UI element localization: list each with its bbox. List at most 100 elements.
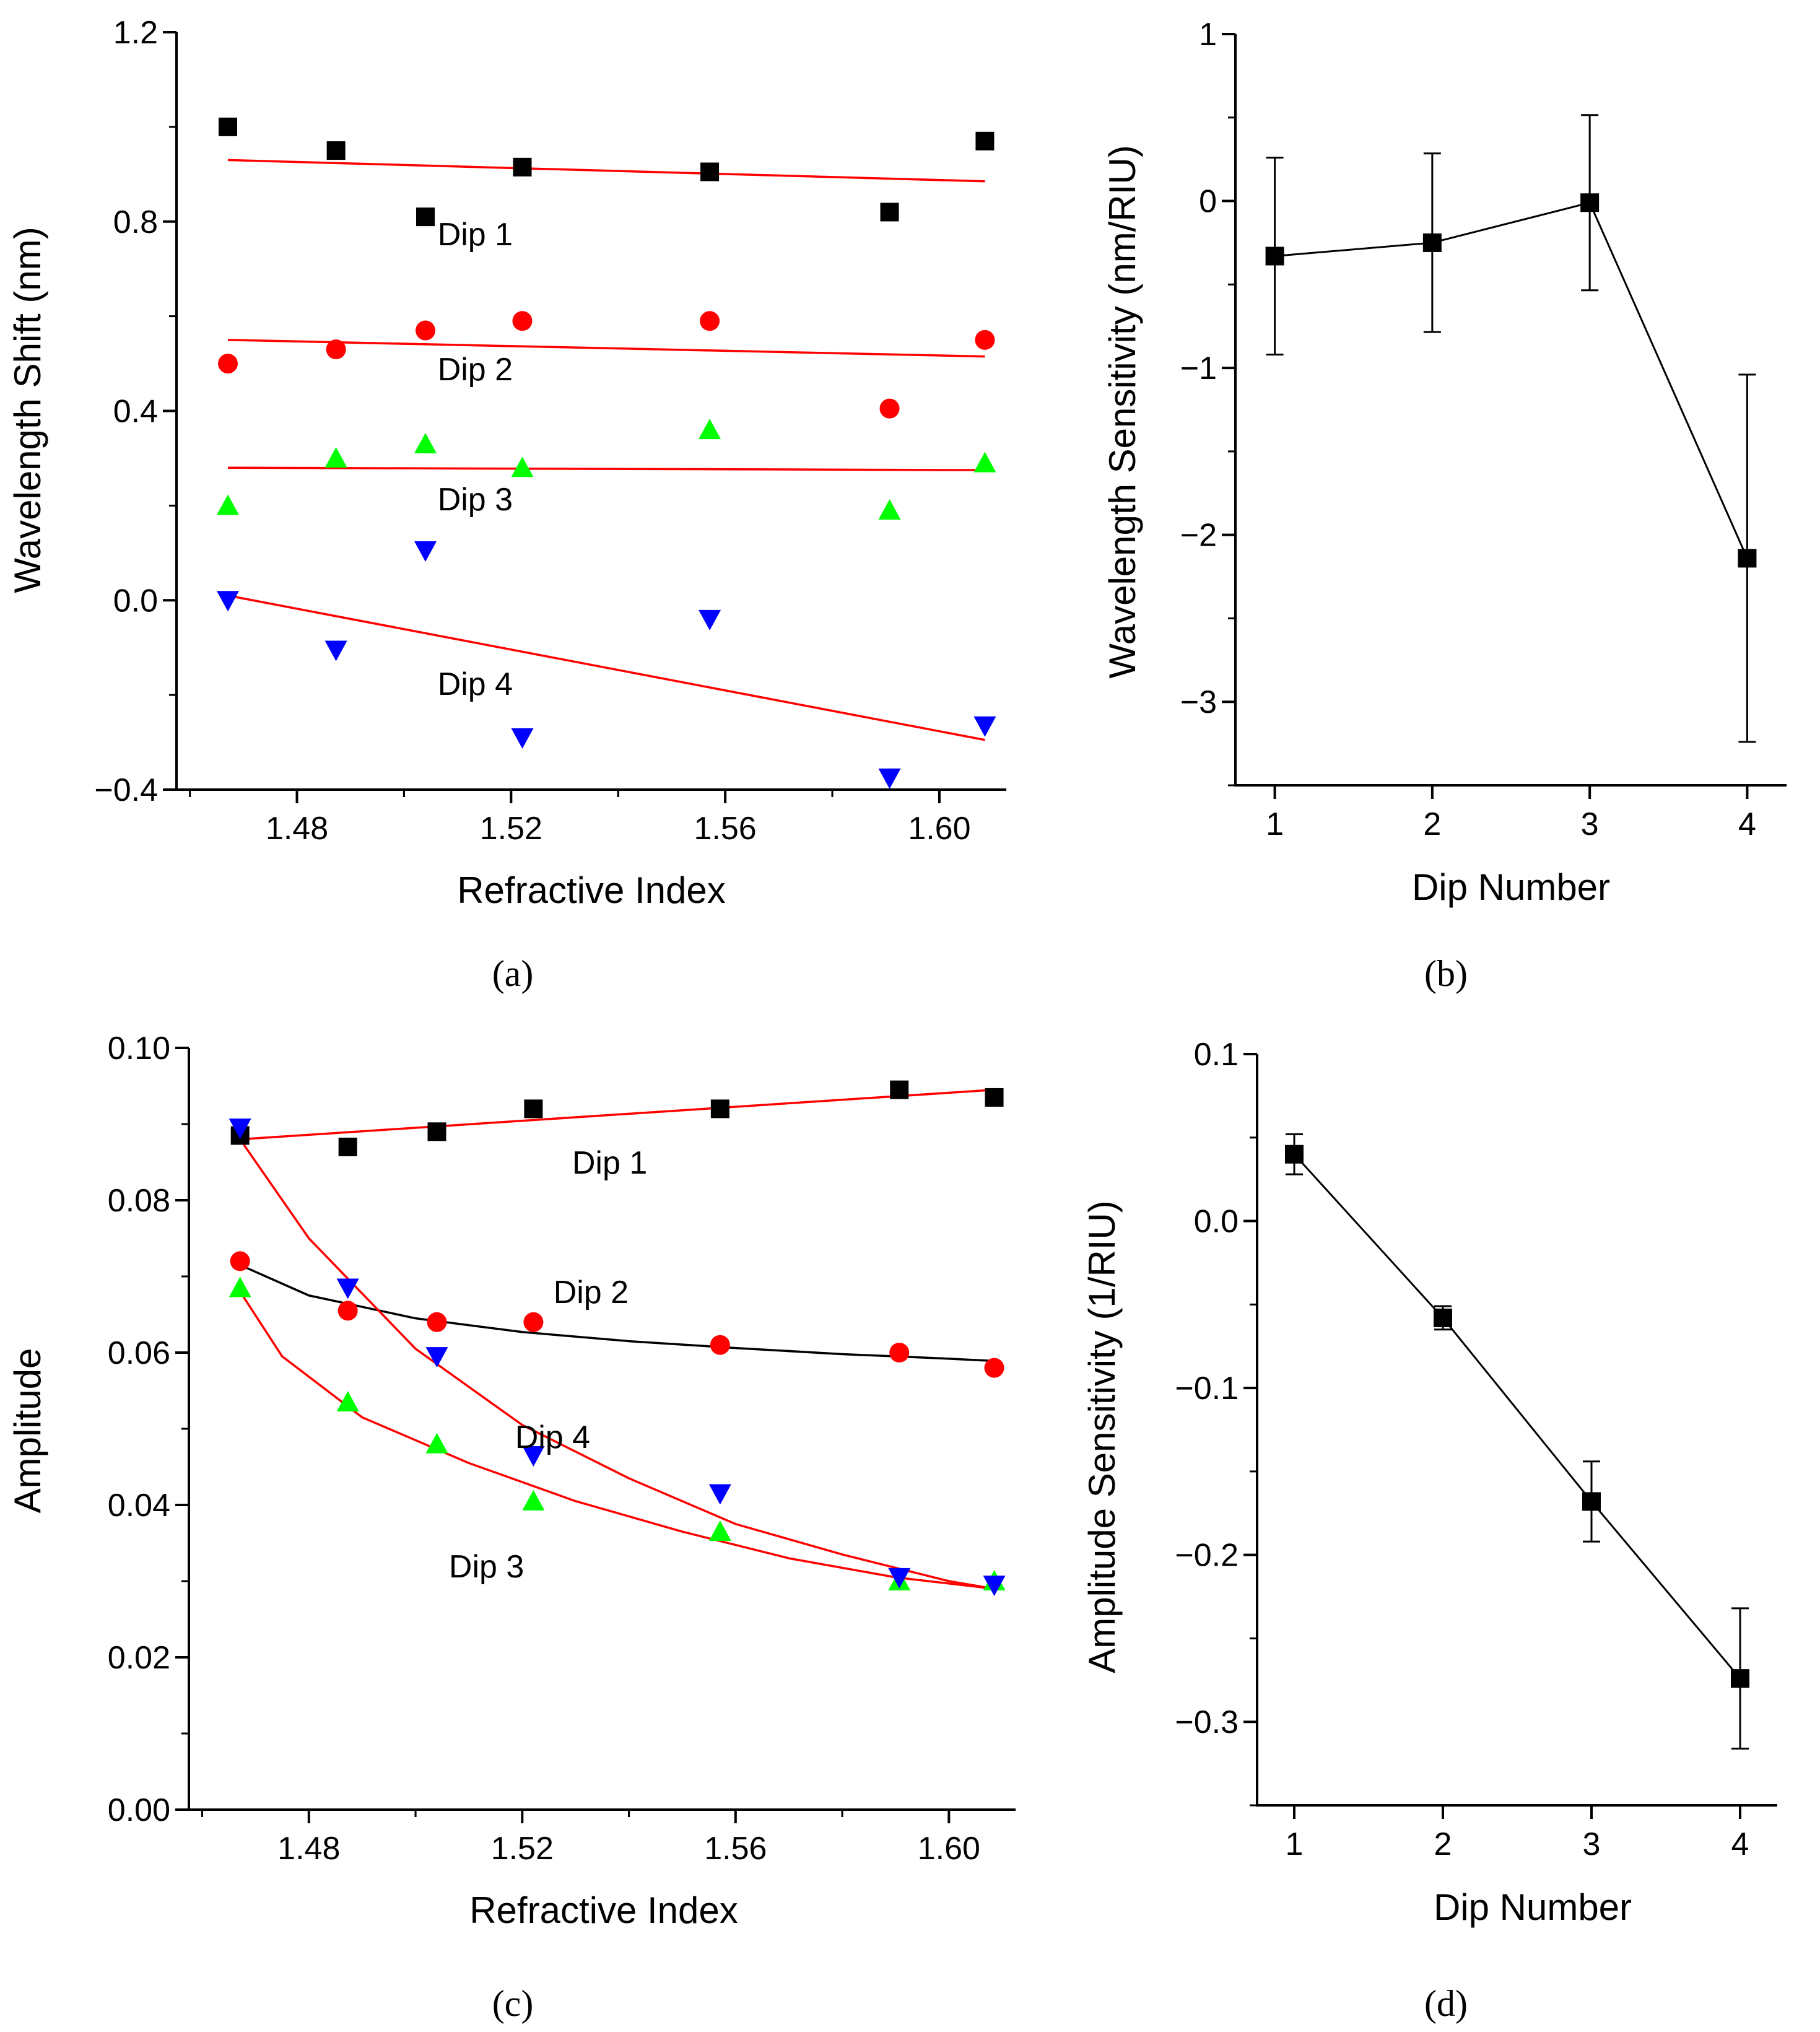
data-point-c-dip-2-6 (889, 1343, 910, 1363)
y-tick-label-b: −2 (1180, 518, 1217, 554)
fit-line-c-dip4 (239, 1138, 995, 1590)
y-tick-label-a: 0.0 (113, 583, 158, 619)
data-point-a-dip-1-7 (975, 131, 995, 150)
chart-wavelength-sensitivity: 1 2 3 4 −3 −2 −1 0 1 Dip Number Wavelength Sensi… (1102, 17, 1787, 994)
y-tick-label-b: 0 (1199, 184, 1217, 220)
chart-amplitude: 1.48 1.52 1.56 1.60 0.00 0.02 0.04 0.06 0.08 0.10… (7, 1031, 1016, 2024)
data-point-a-dip-4-3 (414, 541, 437, 562)
annotation-a-dip-1: Dip 1 (438, 217, 513, 253)
y-axis-title-b: Wavelength Sensitivity (nm/RIU) (1102, 145, 1143, 678)
x-axis-title-a: Refractive Index (457, 870, 726, 911)
y-tick-label-a: 0.8 (113, 204, 158, 240)
fit-line-a-dip1 (227, 159, 985, 183)
x-axis-title-c: Refractive Index (469, 1890, 738, 1931)
data-point-a-dip-2-3 (416, 320, 435, 341)
x-tick-label-a: 1.56 (694, 811, 757, 847)
data-point-c-dip-4-6 (888, 1568, 911, 1589)
x-tick-label-c: 1.52 (491, 1831, 554, 1867)
data-point-a-dip-4-4 (511, 728, 534, 749)
x-tick-label-d: 4 (1731, 1826, 1749, 1862)
annotation-c-dip-1: Dip 1 (572, 1145, 647, 1181)
data-point-c-dip-1-3 (427, 1122, 446, 1141)
data-point-c-dip-4-1 (229, 1118, 251, 1140)
y-axis-title-d: Amplitude Sensitivity (1/RIU) (1081, 1200, 1123, 1673)
y-tick-label-a: 0.4 (113, 394, 158, 430)
y-tick-label-c: 0.00 (108, 1792, 170, 1828)
data-point-c-dip-3-2 (336, 1390, 359, 1411)
data-point-c-dip-2-5 (710, 1335, 730, 1355)
fit-line-c-dip3 (239, 1291, 995, 1590)
data-point-a-dip-1-6 (880, 203, 899, 222)
panel-label-b: (b) (1424, 953, 1468, 994)
y-tick-label-b: −3 (1180, 684, 1217, 720)
x-tick-label-c: 1.56 (704, 1831, 767, 1867)
data-point-c-dip-3-4 (522, 1489, 545, 1511)
data-point-a-dip-2-5 (700, 311, 720, 331)
plot-area-c: 1.48 1.52 1.56 1.60 0.00 0.02 0.04 0.06 0.08 0.10… (108, 1031, 1016, 1867)
data-point-a-dip-2-1 (217, 354, 238, 374)
x-tick-label-d: 1 (1286, 1826, 1304, 1862)
data-point-a-dip-1-5 (700, 162, 720, 181)
x-axis-title-b: Dip Number (1412, 866, 1610, 908)
data-point-c-dip-4-4 (522, 1446, 545, 1467)
annotation-a-dip-3: Dip 3 (438, 482, 513, 518)
data-point-c-dip-4-5 (708, 1484, 731, 1505)
fit-line-c-dip1 (240, 1088, 995, 1141)
y-tick-label-d: 0.0 (1194, 1204, 1239, 1240)
fit-line-a-dip4 (227, 594, 985, 741)
data-point-a-dip-1-1 (218, 117, 237, 136)
data-point-b-wavelength-sensitivity-4 (1738, 549, 1757, 568)
y-tick-label-d: −0.1 (1175, 1371, 1239, 1406)
chart-amplitude-sensitivity: 1 2 3 4 −0.3 −0.2 −0.1 0.0 0.1 Dip Number Amplit… (1081, 1037, 1777, 2024)
x-tick-label-b: 4 (1738, 806, 1756, 842)
data-point-c-dip-3-5 (708, 1520, 731, 1541)
x-tick-label-c: 1.48 (277, 1831, 340, 1867)
y-tick-label-b: −1 (1180, 351, 1217, 386)
data-point-d-amplitude-sensitivity-4 (1731, 1669, 1749, 1688)
y-tick-label-c: 0.04 (108, 1488, 170, 1524)
panel-label-c: (c) (492, 1983, 534, 2024)
axes-d (1256, 1054, 1777, 1807)
data-point-a-dip-3-7 (973, 451, 996, 473)
data-point-a-dip-4-1 (216, 591, 239, 612)
plot-area-d: 1 2 3 4 −0.3 −0.2 −0.1 0.0 0.1 (1175, 1037, 1777, 1862)
data-point-a-dip-2-7 (975, 329, 995, 350)
y-axis-title-a: Wavelength Shift (nm) (7, 227, 48, 593)
data-point-c-dip-4-3 (425, 1347, 448, 1368)
data-point-a-dip-4-6 (878, 768, 901, 789)
x-tick-label-b: 1 (1266, 806, 1284, 842)
data-point-a-dip-4-2 (324, 640, 347, 661)
data-point-a-dip-2-2 (326, 339, 346, 360)
data-point-a-dip-3-6 (878, 499, 901, 520)
data-point-a-dip-2-4 (512, 311, 533, 331)
data-point-c-dip-2-4 (523, 1312, 544, 1332)
annotation-a-dip-4: Dip 4 (438, 666, 513, 702)
y-tick-label-c: 0.06 (108, 1335, 170, 1371)
y-tick-label-d: −0.2 (1175, 1538, 1239, 1574)
y-tick-label-d: −0.3 (1175, 1704, 1239, 1740)
data-point-a-dip-3-1 (216, 494, 239, 515)
x-tick-label-a: 1.60 (908, 811, 970, 847)
series-line-b (1274, 201, 1748, 559)
data-point-a-dip-3-2 (324, 447, 347, 468)
data-point-a-dip-3-4 (511, 456, 534, 477)
y-tick-label-c: 0.02 (108, 1640, 170, 1676)
annotation-c-dip-4: Dip 4 (515, 1419, 590, 1455)
panel-label-a: (a) (492, 953, 534, 994)
x-tick-label-c: 1.60 (918, 1831, 980, 1867)
x-tick-label-d: 3 (1583, 1826, 1601, 1862)
y-axis-title-c: Amplitude (7, 1348, 48, 1514)
axes-b (1234, 34, 1787, 787)
data-point-b-wavelength-sensitivity-3 (1580, 193, 1600, 212)
x-tick-label-a: 1.48 (266, 811, 328, 847)
data-point-a-dip-2-6 (879, 398, 900, 419)
annotation-c-dip-3: Dip 3 (449, 1549, 524, 1585)
data-point-c-dip-2-2 (337, 1301, 358, 1321)
x-axis-title-d: Dip Number (1434, 1886, 1632, 1928)
data-point-a-dip-4-5 (699, 609, 721, 630)
y-tick-label-a: −0.4 (94, 772, 158, 808)
y-tick-label-d: 0.1 (1194, 1037, 1239, 1073)
data-point-c-dip-4-7 (983, 1576, 1006, 1597)
data-point-c-dip-3-1 (229, 1276, 251, 1297)
